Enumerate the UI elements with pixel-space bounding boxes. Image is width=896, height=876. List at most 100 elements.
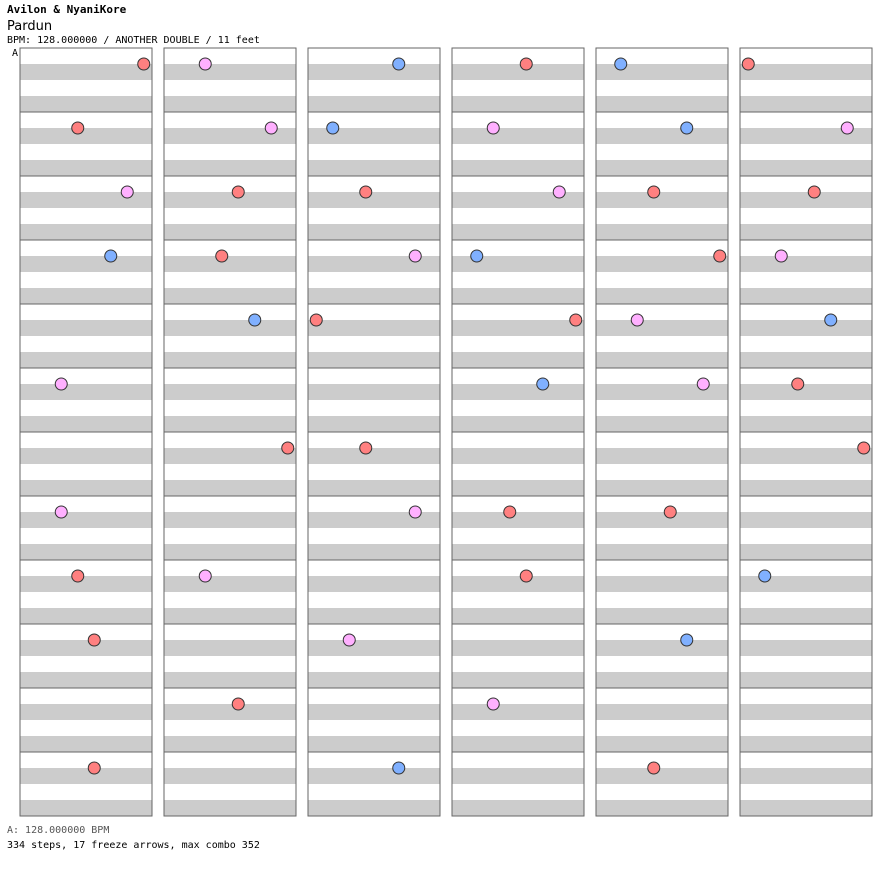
beat-stripe: [452, 688, 584, 704]
beat-stripe: [308, 704, 440, 720]
beat-stripe: [20, 624, 152, 640]
beat-stripe: [20, 528, 152, 544]
beat-stripe: [596, 464, 728, 480]
beat-stripe: [20, 512, 152, 528]
step-arrow: [840, 121, 854, 135]
beat-stripe: [740, 304, 872, 320]
beat-stripe: [452, 400, 584, 416]
beat-stripe: [596, 416, 728, 432]
beat-stripe: [740, 96, 872, 112]
beat-stripe: [596, 496, 728, 512]
beat-stripe: [308, 592, 440, 608]
beat-stripe: [452, 656, 584, 672]
beat-stripe: [20, 240, 152, 256]
chart-column: [739, 47, 873, 817]
beat-stripe: [596, 304, 728, 320]
beat-stripe: [740, 144, 872, 160]
beat-stripe: [20, 256, 152, 272]
beat-stripe: [740, 416, 872, 432]
bpm-marker: A: [12, 48, 19, 59]
beat-stripe: [308, 48, 440, 64]
step-arrow: [791, 377, 805, 391]
beat-stripe: [452, 272, 584, 288]
beat-stripe: [164, 432, 296, 448]
step-arrow: [71, 569, 85, 583]
beat-stripe: [164, 768, 296, 784]
beat-stripe: [308, 464, 440, 480]
beat-stripe: [20, 784, 152, 800]
beat-stripe: [596, 352, 728, 368]
beat-stripe: [164, 400, 296, 416]
beat-stripe: [308, 496, 440, 512]
beat-stripe: [740, 368, 872, 384]
beat-stripe: [452, 384, 584, 400]
beat-stripe: [164, 64, 296, 80]
beat-stripe: [164, 48, 296, 64]
step-arrow: [408, 249, 422, 263]
step-arrow: [137, 57, 151, 71]
beat-stripe: [164, 304, 296, 320]
beat-stripe: [740, 720, 872, 736]
beat-stripe: [308, 128, 440, 144]
beat-stripe: [20, 592, 152, 608]
beat-stripe: [20, 608, 152, 624]
step-arrow: [309, 313, 323, 327]
beat-stripe: [308, 640, 440, 656]
step-arrow: [696, 377, 710, 391]
beat-stripe: [308, 672, 440, 688]
step-arrow: [503, 505, 517, 519]
beat-stripe: [740, 272, 872, 288]
beat-stripe: [20, 272, 152, 288]
beat-stripe: [164, 288, 296, 304]
beat-stripe: [308, 608, 440, 624]
beat-stripe: [452, 608, 584, 624]
beat-stripe: [308, 368, 440, 384]
beat-stripe: [308, 384, 440, 400]
step-arrow: [741, 57, 755, 71]
beat-stripe: [164, 336, 296, 352]
beat-stripe: [596, 768, 728, 784]
beat-stripe: [20, 368, 152, 384]
beat-stripe: [596, 256, 728, 272]
beat-stripe: [596, 144, 728, 160]
beat-stripe: [740, 224, 872, 240]
beat-stripe: [20, 656, 152, 672]
beat-stripe: [596, 400, 728, 416]
beat-stripe: [20, 224, 152, 240]
beat-stripe: [596, 448, 728, 464]
beat-stripe: [164, 128, 296, 144]
beat-stripe: [740, 640, 872, 656]
beat-stripe: [308, 352, 440, 368]
beat-stripe: [308, 448, 440, 464]
beat-stripe: [164, 192, 296, 208]
beat-stripe: [308, 176, 440, 192]
beat-stripe: [452, 304, 584, 320]
step-arrow: [231, 185, 245, 199]
beat-stripe: [308, 560, 440, 576]
beat-stripe: [308, 736, 440, 752]
beat-stripe: [20, 208, 152, 224]
beat-stripe: [20, 160, 152, 176]
beat-stripe: [740, 240, 872, 256]
beat-stripe: [20, 720, 152, 736]
step-arrow: [392, 57, 406, 71]
step-arrow: [758, 569, 772, 583]
beat-stripe: [596, 368, 728, 384]
beat-stripe: [20, 352, 152, 368]
beat-stripe: [164, 624, 296, 640]
beat-stripe: [740, 752, 872, 768]
beat-stripe: [164, 352, 296, 368]
beat-stripe: [452, 448, 584, 464]
beat-stripe: [164, 576, 296, 592]
beat-stripe: [740, 480, 872, 496]
beat-stripe: [740, 288, 872, 304]
beat-stripe: [20, 128, 152, 144]
beat-stripe: [308, 400, 440, 416]
beat-stripe: [596, 560, 728, 576]
beat-stripe: [308, 192, 440, 208]
beat-stripe: [452, 352, 584, 368]
beat-stripe: [596, 752, 728, 768]
beat-stripe: [452, 96, 584, 112]
step-arrow: [54, 505, 68, 519]
beat-stripe: [596, 208, 728, 224]
